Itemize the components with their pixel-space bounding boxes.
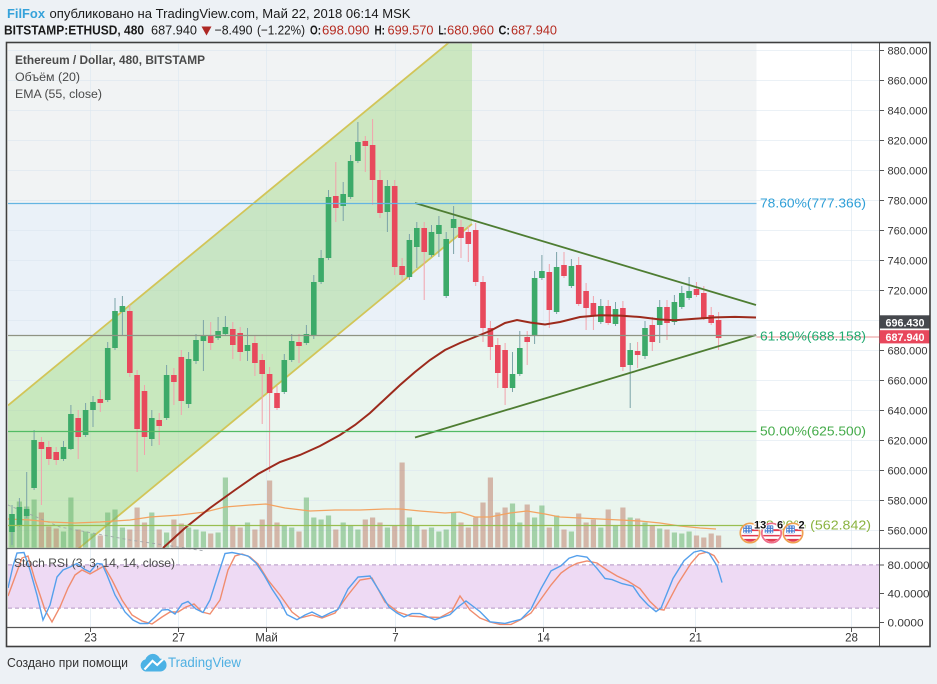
svg-text:720.000: 720.000	[888, 286, 928, 298]
svg-text:Stoch RSI (3, 3, 14, 14, close: Stoch RSI (3, 3, 14, 14, close)	[14, 556, 175, 570]
svg-text:687.940: 687.940	[886, 332, 925, 344]
svg-text:50.00%(625.500): 50.00%(625.500)	[760, 425, 866, 439]
svg-text:28: 28	[845, 633, 858, 645]
svg-text:7: 7	[392, 633, 398, 645]
svg-text:(−1.22%): (−1.22%)	[257, 23, 305, 38]
svg-text:640.000: 640.000	[888, 406, 928, 418]
svg-text:600.000: 600.000	[888, 466, 928, 478]
svg-text:TradingView: TradingView	[168, 655, 241, 670]
svg-text:14: 14	[537, 633, 550, 645]
svg-text:760.000: 760.000	[888, 226, 928, 238]
svg-text:опубликовано на TradingView.co: опубликовано на TradingView.com, Май 22,…	[50, 6, 411, 21]
svg-text:H:: H:	[375, 23, 386, 38]
svg-text:880.000: 880.000	[888, 46, 928, 58]
svg-text:660.000: 660.000	[888, 376, 928, 388]
svg-text:BITSTAMP:ETHUSD, 480: BITSTAMP:ETHUSD, 480	[4, 23, 144, 38]
svg-text:2: 2	[799, 520, 805, 532]
svg-text:687.940: 687.940	[511, 23, 557, 38]
svg-text:23: 23	[84, 633, 97, 645]
svg-text:−8.490: −8.490	[215, 23, 253, 38]
svg-text:740.000: 740.000	[888, 256, 928, 268]
svg-text:780.000: 780.000	[888, 196, 928, 208]
svg-text:687.940: 687.940	[151, 23, 197, 38]
svg-text:O:: O:	[310, 23, 321, 38]
svg-text:560.000: 560.000	[888, 526, 928, 538]
svg-text:840.000: 840.000	[888, 106, 928, 118]
svg-text:Май: Май	[255, 633, 278, 645]
svg-text:13: 13	[754, 520, 766, 532]
svg-text:680.000: 680.000	[888, 346, 928, 358]
svg-text:C:: C:	[499, 23, 511, 38]
svg-text:680.960: 680.960	[447, 23, 494, 38]
svg-text:580.000: 580.000	[888, 496, 928, 508]
svg-text:78.60%(777.366): 78.60%(777.366)	[760, 197, 866, 211]
svg-text:860.000: 860.000	[888, 76, 928, 88]
svg-text:699.570: 699.570	[388, 23, 434, 38]
svg-text:L:: L:	[439, 23, 447, 38]
svg-text:40.0000: 40.0000	[888, 589, 930, 601]
svg-text:696.430: 696.430	[886, 317, 925, 329]
svg-text:Ethereum / Dollar, 480, BITSTA: Ethereum / Dollar, 480, BITSTAMP	[15, 53, 205, 67]
svg-text:61.80%(688.158): 61.80%(688.158)	[760, 330, 866, 344]
svg-text:Создано при помощи: Создано при помощи	[7, 655, 128, 670]
svg-text:21: 21	[689, 633, 702, 645]
svg-text:80.0000: 80.0000	[888, 560, 930, 572]
svg-text:EMA (55, close): EMA (55, close)	[15, 87, 102, 101]
svg-text:800.000: 800.000	[888, 166, 928, 178]
svg-text:820.000: 820.000	[888, 136, 928, 148]
svg-text:FilFox: FilFox	[7, 6, 46, 21]
svg-text:0.0000: 0.0000	[888, 618, 924, 630]
svg-text:6: 6	[777, 520, 783, 532]
svg-text:Объём (20): Объём (20)	[15, 70, 80, 84]
svg-text:620.000: 620.000	[888, 436, 928, 448]
svg-text:698.090: 698.090	[322, 23, 370, 38]
svg-text:27: 27	[172, 633, 185, 645]
